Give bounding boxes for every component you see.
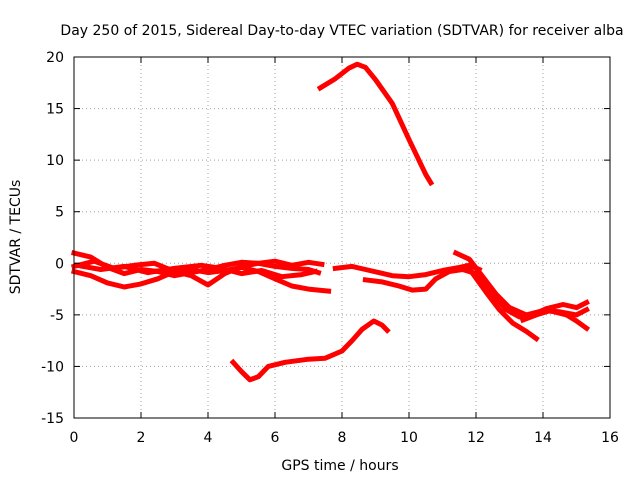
- x-tick-label: 6: [271, 430, 280, 446]
- series-arc-f: [362, 267, 480, 293]
- x-axis-label: GPS time / hours: [281, 458, 398, 474]
- chart-title: Day 250 of 2015, Sidereal Day-to-day VTE…: [60, 23, 623, 39]
- series-arc-h: [462, 262, 590, 320]
- y-tick-label: -15: [41, 411, 64, 427]
- series-arc-d: [74, 262, 319, 280]
- x-tick-label: 0: [70, 430, 79, 446]
- grid: [74, 57, 610, 418]
- y-tick-label: 15: [46, 102, 64, 118]
- x-tick-label: 10: [400, 430, 418, 446]
- series-arc-i: [469, 270, 540, 343]
- y-tick-label: -10: [41, 359, 64, 375]
- y-tick-label: 10: [46, 153, 64, 169]
- x-tick-label: 2: [137, 430, 146, 446]
- x-tick-label: 8: [338, 430, 347, 446]
- series-arc-j: [519, 308, 591, 332]
- tick-labels: 0 2 4 6 8 10 12 14 16 20 15 10 5 0 -5 -10 -15: [41, 50, 619, 446]
- y-tick-label: 20: [46, 50, 64, 66]
- series-arc-upper: [316, 61, 435, 187]
- y-tick-label: 5: [55, 205, 64, 221]
- x-tick-label: 12: [467, 430, 485, 446]
- series-arc-lower: [229, 318, 391, 383]
- x-tick-label: 4: [204, 430, 213, 446]
- y-axis-label: SDTVAR / TECUs: [8, 180, 24, 295]
- x-tick-label: 14: [534, 430, 552, 446]
- x-tick-label: 16: [601, 430, 619, 446]
- series-group: [70, 61, 591, 383]
- y-tick-label: 0: [55, 256, 64, 272]
- y-tick-label: -5: [50, 308, 64, 324]
- series-arc-c: [70, 264, 332, 294]
